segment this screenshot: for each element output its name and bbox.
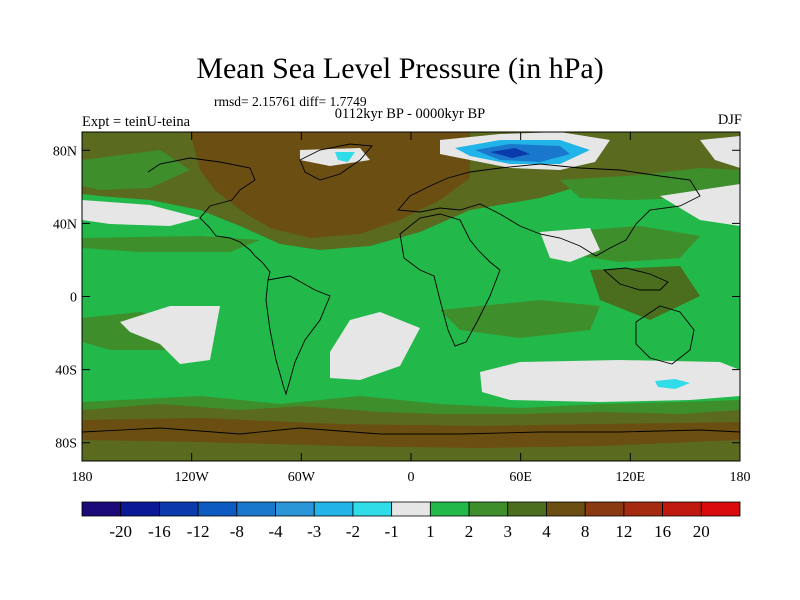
north-ridge-4-8 [190, 132, 470, 238]
colorbar-label: 20 [693, 522, 710, 541]
field-layer [82, 132, 740, 461]
x-tick-label: 120E [616, 470, 646, 485]
north-america-coast [147, 157, 256, 257]
tropical-pacific-2-3 [82, 236, 260, 252]
coastlines [82, 143, 740, 435]
indonesia-coast [602, 267, 669, 291]
west-pacific-weak [82, 200, 200, 226]
colorbar-swatch [507, 501, 547, 517]
maritime-continent-3-4 [590, 266, 700, 320]
colorbar-swatch [236, 501, 276, 517]
colorbar-label: 2 [465, 522, 474, 541]
colorbar-swatch [391, 501, 431, 517]
colorbar-swatch [275, 501, 315, 517]
south-indian-weak [480, 360, 740, 402]
south-indian-negative [655, 379, 690, 389]
colorbar-swatch [662, 501, 702, 517]
colorbar-swatch [623, 501, 663, 517]
africa-coast [399, 213, 501, 347]
colorbar-swatch [313, 501, 354, 517]
southern-ocean-4-8 [82, 418, 740, 448]
greenland-coast [299, 143, 373, 181]
season-label: DJF [717, 112, 742, 128]
y-tick-label: 40N [53, 217, 77, 232]
y-tick-label: 80N [53, 144, 77, 159]
colorbar-label: -12 [187, 522, 210, 541]
north-pacific-weak [660, 184, 740, 226]
x-axis: 180 120W 60W 0 60E 120E 180 [72, 132, 751, 485]
indian-west-pacific-2-3 [560, 226, 700, 262]
colorbar-label: -4 [268, 522, 283, 541]
north-pacific-2-3 [82, 150, 190, 190]
colorbar: -20 -16 -12 -8 -4 -3 -2 -1 1 2 3 4 8 12 16 20 [81, 501, 741, 541]
indian-ocean-2-3 [440, 300, 600, 338]
south-atlantic-weak [330, 312, 420, 380]
colorbar-label: -16 [148, 522, 171, 541]
colorbar-swatch [197, 501, 238, 517]
central-america-coast [254, 255, 271, 281]
colorbar-swatch [81, 501, 122, 517]
y-tick-label: 80S [55, 437, 77, 452]
map-title: Mean Sea Level Pressure (in hPa) [196, 52, 604, 85]
colorbar-swatch [468, 501, 509, 517]
y-tick-label: 40S [55, 364, 77, 379]
colorbar-swatch [159, 501, 199, 517]
stats-line: rmsd= 2.15761 diff= 1.7749 [214, 94, 367, 109]
colorbar-label: -2 [346, 522, 360, 541]
colorbar-swatch [120, 501, 160, 517]
colorbar-swatch [352, 501, 393, 517]
arabia-weak [540, 228, 600, 262]
eurasia-coast [397, 163, 701, 257]
arctic-negative-8 [490, 148, 530, 158]
south-america-coast [265, 275, 331, 396]
experiment-label: Expt = teinU-teina [82, 114, 191, 130]
x-tick-label: 180 [72, 470, 93, 485]
y-axis: 80N 40N 0 40S 80S [53, 144, 740, 452]
colorbar-label: -8 [230, 522, 244, 541]
x-tick-label: 120W [175, 470, 210, 485]
x-tick-label: 0 [408, 470, 415, 485]
colorbar-label: 4 [542, 522, 551, 541]
colorbar-label: 3 [504, 522, 513, 541]
antarctica-coast [82, 427, 740, 435]
colorbar-swatch [429, 501, 470, 517]
x-tick-label: 60W [288, 470, 316, 485]
x-tick-label: 60E [509, 470, 532, 485]
bering-weak [700, 136, 740, 168]
colorbar-label: 12 [615, 522, 632, 541]
australia-coast [635, 305, 695, 365]
greenland-negative [335, 152, 355, 162]
colorbar-label: 1 [426, 522, 435, 541]
colorbar-label: -3 [307, 522, 321, 541]
south-pacific-weak [120, 306, 220, 364]
colorbar-label: -20 [109, 522, 132, 541]
colorbar-swatch [700, 501, 741, 517]
colorbar-swatch [546, 501, 586, 517]
y-tick-label: 0 [70, 291, 77, 306]
colorbar-label: 16 [654, 522, 671, 541]
x-tick-label: 180 [730, 470, 751, 485]
colorbar-label: -1 [385, 522, 399, 541]
colorbar-swatch [584, 501, 625, 517]
period-label: 0112kyr BP - 0000kyr BP [334, 106, 486, 122]
colorbar-label: 8 [581, 522, 590, 541]
